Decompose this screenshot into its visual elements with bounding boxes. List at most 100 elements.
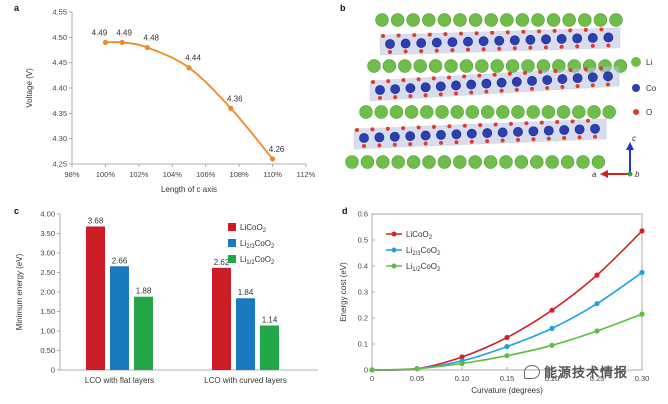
c-bar-label: 2.62 — [214, 258, 230, 267]
o-atom — [438, 92, 443, 97]
co-atom — [496, 77, 507, 88]
c-bar — [134, 296, 153, 370]
c-category-label: LCO with curved layers — [204, 376, 287, 385]
c-y-tick-label: 3.00 — [40, 249, 55, 258]
li-atom — [483, 155, 498, 169]
li-atom — [545, 155, 559, 169]
o-atom — [606, 82, 610, 87]
a-axis-label: a — [592, 170, 597, 179]
legend-li-label: Li — [646, 58, 652, 67]
o-atom — [378, 96, 382, 100]
li-atom — [367, 59, 381, 73]
o-atom — [568, 68, 573, 73]
o-atom — [497, 46, 502, 51]
o-atom — [514, 87, 519, 92]
li-atom — [496, 105, 510, 119]
li-atom — [435, 105, 449, 119]
o-atom — [377, 143, 382, 148]
a-y-tick-label: 4.35 — [52, 109, 67, 118]
o-atom — [544, 45, 548, 50]
o-atom — [559, 44, 564, 49]
o-atom — [530, 86, 534, 91]
panel-label-b: b — [340, 3, 346, 13]
li-atom — [541, 105, 556, 119]
o-atom — [419, 49, 424, 54]
d-y-axis-title: Energy cost (eV) — [339, 262, 348, 322]
co-atom — [375, 85, 385, 95]
li-atom — [500, 13, 514, 27]
legend-label-licoo2: LiCoO2 — [240, 223, 267, 234]
d-data-point — [594, 301, 600, 307]
legend-label-li12: Li1/2CoO2 — [240, 255, 275, 266]
li-atom — [556, 105, 571, 119]
d-data-point — [639, 269, 645, 276]
co-atom — [466, 79, 477, 90]
o-atom — [385, 126, 390, 131]
co-atom — [400, 38, 411, 49]
o-atom — [474, 31, 479, 36]
wechat-logo-icon — [524, 365, 540, 379]
li-atom — [413, 59, 427, 73]
c-axis-arrowhead — [626, 142, 634, 150]
o-atom — [570, 119, 575, 124]
co-atom — [416, 38, 427, 48]
watermark-text: 能源技术情报 — [544, 366, 629, 381]
a-y-tick-label: 4.25 — [52, 160, 67, 169]
o-atom — [416, 125, 421, 130]
li-atom — [587, 105, 601, 119]
d-x-tick-label: 0.25 — [590, 374, 605, 383]
a-data-label: 4.49 — [116, 28, 132, 37]
legend-o-atom — [633, 109, 639, 115]
c-bar — [260, 325, 279, 370]
c-bar-label: 1.88 — [136, 287, 152, 296]
a-x-tick-label: 106% — [196, 170, 216, 179]
d-x-tick-label: 0.15 — [500, 374, 515, 383]
co-atom — [374, 132, 385, 143]
co-atom — [385, 39, 395, 49]
o-atom — [545, 85, 550, 90]
o-atom — [586, 118, 590, 123]
c-bar — [86, 226, 105, 370]
co-atom — [528, 126, 539, 137]
co-atom — [390, 84, 401, 94]
li-atom — [521, 59, 535, 73]
li-atom — [422, 155, 436, 169]
d-data-point — [594, 272, 600, 278]
li-atom — [389, 105, 404, 119]
c-bar — [110, 266, 129, 370]
a-x-tick-label: 98% — [64, 170, 79, 179]
co-atom — [431, 37, 442, 48]
li-atom — [530, 155, 544, 169]
chart-a-plot-area: 4.25 4.30 4.35 4.40 4.45 4.50 4.55 98% 100% 102% 1… — [25, 8, 316, 195]
o-atom — [439, 140, 443, 145]
o-atom — [590, 83, 595, 88]
d-x-axis-title: Curvature (degrees) — [471, 386, 543, 395]
legend-marker-li23 — [391, 247, 397, 253]
o-atom — [528, 45, 533, 50]
legend-swatch-licoo2 — [228, 223, 236, 231]
a-data-label: 4.48 — [143, 33, 159, 42]
a-y-tick-label: 4.40 — [52, 84, 67, 93]
o-atom — [490, 30, 495, 35]
a-data-label: 4.36 — [227, 94, 243, 103]
o-atom — [386, 79, 391, 84]
li-atom — [359, 105, 373, 119]
c-y-tick-label: 4.00 — [40, 210, 55, 219]
li-atom — [459, 59, 474, 73]
co-atom — [405, 131, 416, 142]
o-atom — [459, 31, 463, 36]
o-atom — [599, 27, 604, 32]
d-data-point — [549, 325, 555, 331]
c-y-tick-label: 2.50 — [40, 268, 55, 277]
a-data-point — [119, 39, 125, 46]
a-data-label: 4.49 — [92, 28, 108, 37]
o-atom — [434, 48, 439, 53]
o-atom — [524, 121, 529, 126]
o-atom — [355, 128, 359, 132]
coo2-slab — [353, 118, 607, 150]
co-atom — [389, 131, 400, 142]
d-y-tick-label: 0.1 — [358, 340, 368, 349]
li-atom — [374, 105, 388, 119]
panel-label-a: a — [14, 3, 20, 13]
o-atom — [381, 34, 385, 38]
